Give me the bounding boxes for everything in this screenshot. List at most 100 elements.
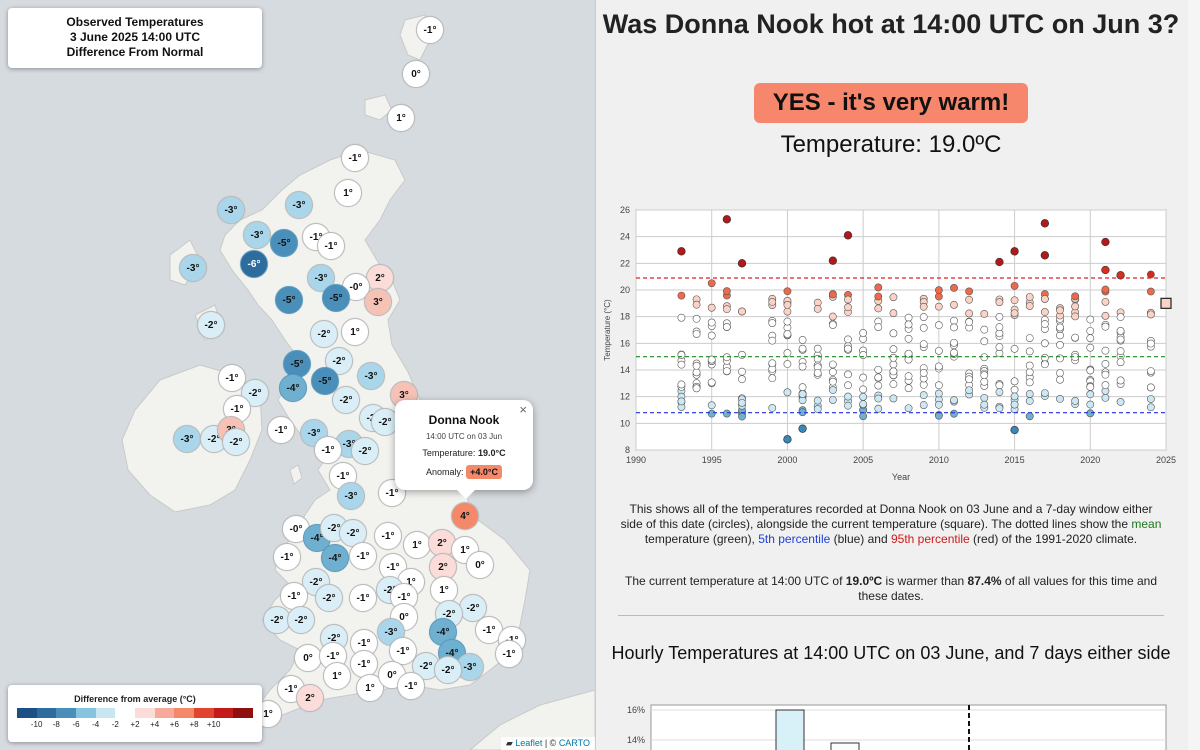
observation-point [1101, 237, 1110, 247]
x-tick-label: 2005 [853, 455, 873, 465]
station-marker[interactable]: 3° [364, 288, 392, 316]
observation-point [783, 388, 792, 397]
station-marker[interactable]: -2° [222, 428, 250, 456]
station-marker[interactable]: 2° [296, 684, 324, 712]
station-marker[interactable]: -1° [267, 416, 295, 444]
observation-point [874, 381, 883, 390]
station-marker[interactable]: 1° [403, 531, 431, 559]
observation-point [859, 412, 868, 421]
observation-point [995, 298, 1004, 307]
observation-point [859, 373, 868, 382]
observation-point [1025, 378, 1034, 387]
observation-point [1040, 251, 1050, 260]
station-marker[interactable]: -1° [389, 637, 417, 665]
desc-text-4: (red) of the 1991-2020 climate. [969, 532, 1138, 546]
observation-point [798, 383, 807, 392]
hist-tick-label: 14% [627, 735, 645, 745]
station-marker[interactable]: 1° [323, 662, 351, 690]
station-marker[interactable]: -5° [275, 286, 303, 314]
map-attribution: ▰ Leaflet | © CARTO [500, 737, 595, 750]
legend-tick: -6 [72, 720, 80, 729]
observation-point [950, 300, 958, 309]
observation-point [1040, 219, 1050, 228]
observation-point [980, 400, 989, 409]
station-marker[interactable]: -2° [332, 386, 360, 414]
station-marker[interactable]: -2° [310, 320, 338, 348]
legend-swatch [213, 708, 234, 718]
station-marker[interactable]: -1° [314, 436, 342, 464]
observation-point [980, 371, 989, 380]
station-marker[interactable]: -1° [416, 16, 444, 44]
info-panel[interactable]: Was Donna Nook hot at 14:00 UTC on Jun 3… [595, 0, 1200, 750]
station-marker[interactable]: -3° [217, 196, 245, 224]
station-marker[interactable]: -2° [351, 437, 379, 465]
desc-p95: 95th percentile [890, 532, 970, 546]
station-marker[interactable]: 1° [430, 576, 458, 604]
observation-point [934, 302, 943, 311]
station-marker[interactable]: -3° [337, 482, 365, 510]
leaflet-link[interactable]: Leaflet [515, 738, 543, 748]
legend-tick: -4 [92, 720, 100, 729]
station-marker[interactable]: -3° [285, 191, 313, 219]
station-marker[interactable]: -1° [341, 144, 369, 172]
panel-scrollbar[interactable] [1188, 0, 1200, 750]
current-temperature-square [1160, 297, 1172, 309]
station-marker[interactable]: 4° [451, 502, 479, 530]
station-marker[interactable]: -3° [173, 425, 201, 453]
observation-point [1010, 400, 1019, 409]
station-marker[interactable]: -4° [279, 374, 307, 402]
station-marker[interactable]: 1° [341, 318, 369, 346]
map-view[interactable]: -1° 0° 1° -1° 1° -3° -3° -3° -5° -1° -1° -6° -3° -3° 2… [0, 0, 595, 750]
observation-point [1116, 327, 1125, 335]
observation-point [1116, 271, 1125, 280]
station-marker[interactable]: -4° [321, 544, 349, 572]
observation-point [1040, 295, 1049, 303]
station-marker[interactable]: -6° [240, 250, 268, 278]
observation-point [1040, 308, 1049, 316]
station-marker[interactable]: -1° [374, 522, 402, 550]
station-marker[interactable]: -5° [283, 350, 311, 378]
observation-point [904, 313, 913, 322]
observation-point [707, 378, 716, 387]
popup-close-icon[interactable]: × [519, 402, 527, 417]
station-marker[interactable]: 2° [366, 264, 394, 292]
station-marker[interactable]: -3° [179, 254, 207, 282]
station-marker[interactable]: -2° [434, 656, 462, 684]
observation-point [828, 386, 837, 394]
observation-point [783, 317, 792, 326]
station-marker[interactable]: -1° [349, 542, 377, 570]
station-marker[interactable]: -1° [349, 584, 377, 612]
station-marker[interactable]: -1° [378, 479, 406, 507]
station-marker[interactable]: 1° [334, 179, 362, 207]
y-tick-label: 18 [620, 312, 630, 322]
station-marker[interactable]: -3° [357, 362, 385, 390]
station-marker[interactable]: -1° [495, 640, 523, 668]
station-marker[interactable]: 1° [387, 104, 415, 132]
observation-point [1146, 367, 1155, 375]
observation-point [1056, 375, 1064, 384]
observation-point [692, 384, 701, 393]
observation-point [1086, 400, 1095, 409]
station-marker[interactable]: -5° [322, 284, 350, 312]
station-marker[interactable]: -2° [315, 584, 343, 612]
popup-anomaly-label: Anomaly: [426, 467, 464, 477]
observation-point [738, 367, 746, 376]
legend-tick: +4 [150, 720, 160, 729]
observation-point [965, 287, 974, 296]
station-marker[interactable]: -2° [197, 311, 225, 339]
y-tick-label: 10 [620, 418, 630, 428]
x-tick-label: 1990 [626, 455, 646, 465]
station-marker[interactable]: -1° [397, 672, 425, 700]
station-marker[interactable]: 0° [402, 60, 430, 88]
station-marker[interactable]: -3° [243, 221, 271, 249]
station-marker[interactable]: -2° [263, 606, 291, 634]
station-marker[interactable]: 0° [294, 644, 322, 672]
observation-point [874, 373, 883, 382]
carto-link[interactable]: CARTO [558, 738, 590, 748]
station-marker[interactable]: -1° [317, 232, 345, 260]
station-marker[interactable]: -5° [270, 229, 298, 257]
station-marker[interactable]: -1° [273, 543, 301, 571]
station-marker[interactable]: -2° [287, 606, 315, 634]
station-marker[interactable]: -2° [371, 408, 399, 436]
station-marker[interactable]: 0° [466, 551, 494, 579]
